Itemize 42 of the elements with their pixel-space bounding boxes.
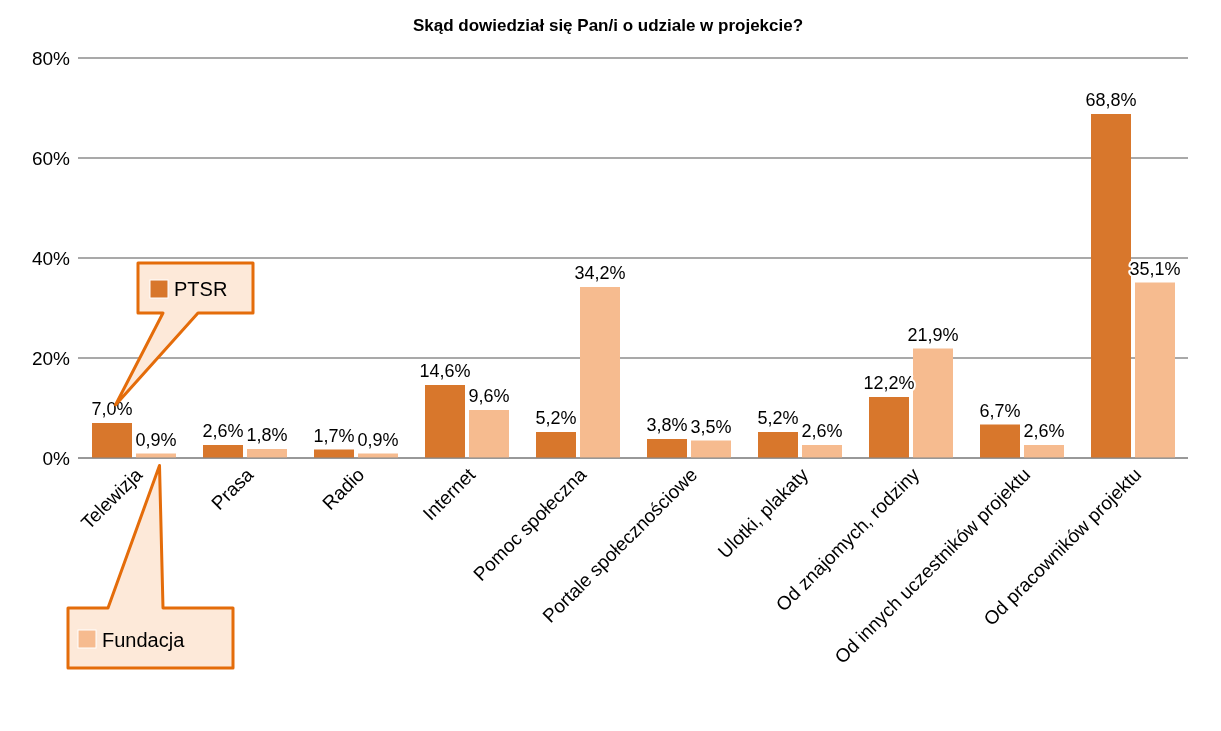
bar [203, 445, 243, 458]
bar [802, 445, 842, 458]
data-label: 34,2% [574, 263, 626, 283]
bar [580, 287, 620, 458]
data-label: 2,6% [1023, 421, 1065, 441]
chart-title: Skąd dowiedział się Pan/i o udziale w projekcie? [411, 16, 805, 36]
bar [1091, 114, 1131, 458]
bar [869, 397, 909, 458]
data-label: 21,9% [907, 324, 959, 345]
data-label: 68,8% [1085, 90, 1137, 110]
data-label: 3,5% [690, 416, 732, 437]
data-label: 5,2% [535, 408, 577, 428]
bar [469, 410, 509, 458]
data-label: 0,9% [135, 429, 177, 450]
bar [913, 348, 953, 458]
bar [536, 432, 576, 458]
data-label: 1,7% [313, 425, 355, 446]
data-label: 1,8% [246, 425, 288, 445]
bar [980, 424, 1020, 458]
data-label: 14,6% [419, 361, 471, 381]
bar [691, 440, 731, 458]
y-tick-label: 60% [31, 147, 71, 169]
y-tick-label: 40% [31, 247, 71, 269]
data-label: 2,6% [801, 421, 843, 441]
bar [425, 385, 465, 458]
bar [1135, 282, 1175, 458]
bar [647, 439, 687, 458]
legend-label: Fundacja [102, 629, 186, 651]
bar [92, 423, 132, 458]
data-label: 12,2% [863, 373, 915, 393]
y-tick-label: 0% [42, 447, 71, 469]
bar [758, 432, 798, 458]
bar [1024, 445, 1064, 458]
data-label: 6,7% [979, 400, 1021, 421]
data-label: 9,6% [468, 386, 510, 406]
y-tick-label: 20% [31, 347, 71, 369]
legend-label: PTSR [174, 278, 228, 300]
data-label: 5,2% [757, 408, 799, 428]
y-tick-label: 80% [31, 47, 71, 69]
data-label: 2,6% [202, 421, 244, 441]
data-label: 3,8% [646, 415, 688, 435]
data-label: 0,9% [357, 429, 399, 450]
